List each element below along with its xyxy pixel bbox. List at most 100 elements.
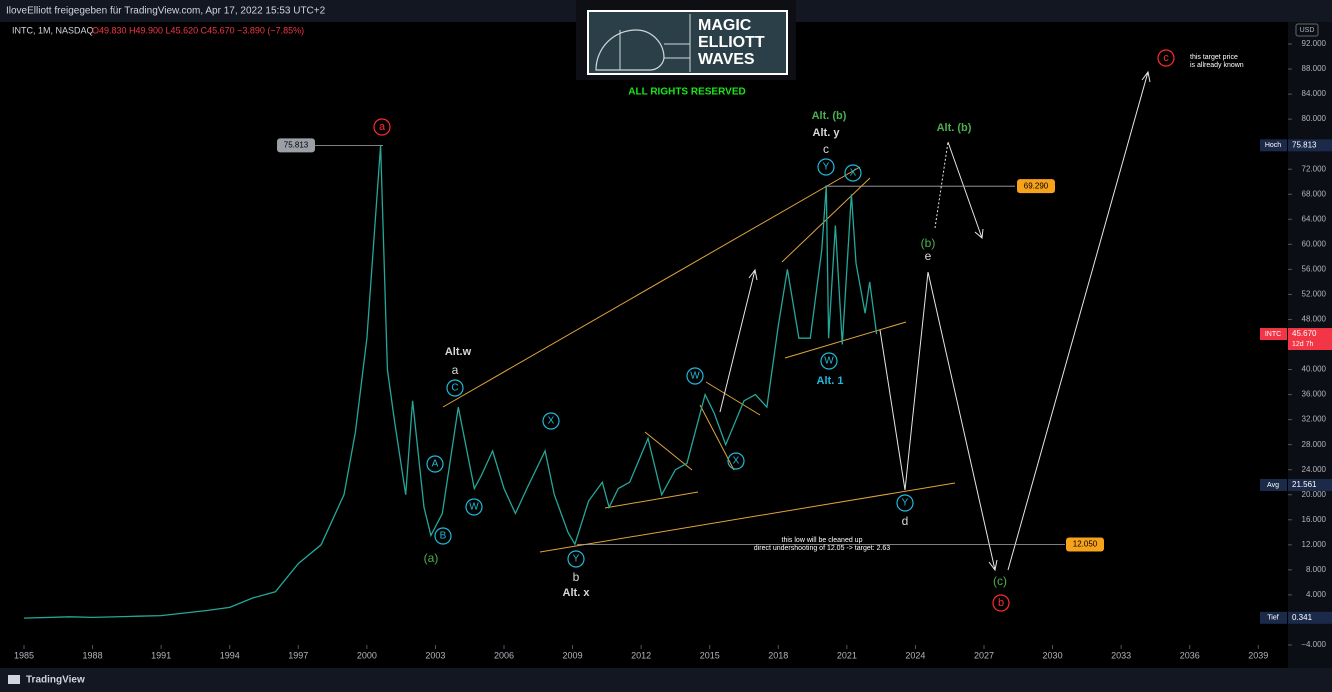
y-tick-label: 68.000 <box>1302 189 1327 198</box>
wave-circle <box>542 412 560 430</box>
wave-label: a <box>379 121 386 133</box>
projection-dotted <box>934 141 949 229</box>
y-tick-label: 8.000 <box>1306 565 1327 574</box>
wave-label: b <box>573 570 580 584</box>
y-tick-label: 24.000 <box>1302 465 1327 474</box>
x-tick-label: 2009 <box>563 650 583 660</box>
projection-path <box>879 271 998 572</box>
y-tick-label: 40.000 <box>1302 365 1327 374</box>
x-tick-label: 2006 <box>494 650 514 660</box>
trend-line <box>604 491 699 509</box>
wave-circle <box>820 352 838 370</box>
currency: USD <box>1300 27 1315 34</box>
wave-label: this target price <box>1190 54 1238 61</box>
wave-label: Alt. x <box>563 587 591 599</box>
wave-label: d <box>902 514 909 528</box>
wave-label: direct undershooting of 12.05 -> target:… <box>754 545 891 552</box>
x-tick-label: 2024 <box>905 650 925 660</box>
projection-lines <box>719 70 1151 572</box>
x-tick-label: 2000 <box>357 650 377 660</box>
badge-name: Avg <box>1267 482 1279 489</box>
x-tick-label: 1997 <box>288 650 308 660</box>
footer-icon <box>8 675 20 684</box>
x-tick-label: 1985 <box>14 650 34 660</box>
logo-spiral <box>595 29 665 71</box>
wave-label: Alt.w <box>445 346 472 358</box>
y-tick-label: 36.000 <box>1302 390 1327 399</box>
wave-circle <box>426 455 444 473</box>
x-tick-label: 2012 <box>631 650 651 660</box>
x-tick-label: 2039 <box>1248 650 1268 660</box>
wave-label: c <box>823 142 829 156</box>
x-tick-label: 2036 <box>1180 650 1200 660</box>
x-tick-label: 2030 <box>1043 650 1063 660</box>
trend-line <box>644 431 693 471</box>
wave-circle <box>373 118 391 136</box>
y-tick-label: 92.000 <box>1302 39 1327 48</box>
wave-label: X <box>733 456 740 467</box>
x-tick-label: 1994 <box>220 650 240 660</box>
bottom-bar <box>0 668 1332 692</box>
ohlc: O49.830 H49.900 L45.620 C45.670 −3.890 (… <box>92 25 304 35</box>
projection-arrow <box>1007 70 1151 571</box>
badge-name-box <box>1260 328 1287 341</box>
wave-label: c <box>1163 52 1169 64</box>
price-level-box <box>1017 179 1055 194</box>
logo-box <box>587 10 788 75</box>
trend-lines <box>442 166 956 553</box>
x-tick-label: 2018 <box>768 650 788 660</box>
trend-line <box>781 177 871 263</box>
badge-name-box <box>1260 478 1287 491</box>
wave-label: this low will be cleaned up <box>782 537 863 544</box>
badge-value-box <box>1288 328 1332 351</box>
wave-label: (a) <box>424 551 439 565</box>
x-tick-label: 2015 <box>700 650 720 660</box>
wave-label: W <box>469 502 479 513</box>
badge-value: 45.670 <box>1292 329 1317 338</box>
badge-name: Tief <box>1267 615 1278 622</box>
wave-label: Alt. (b) <box>812 110 847 122</box>
wave-circle <box>817 158 835 176</box>
wave-label: e <box>925 249 932 263</box>
wave-label: a <box>452 363 459 377</box>
symbol-line: INTC, 1M, NASDAQ <box>12 25 94 35</box>
wave-label: X <box>548 416 555 427</box>
y-tick-label: 88.000 <box>1302 64 1327 73</box>
x-tick-label: 2027 <box>974 650 994 660</box>
price-level-box <box>277 138 315 153</box>
y-tick-label: 60.000 <box>1302 239 1327 248</box>
badge-value-box <box>1288 139 1332 152</box>
wave-label: Alt. y <box>813 127 841 139</box>
y-tick-label: 72.000 <box>1302 164 1327 173</box>
wave-label: W <box>690 371 700 382</box>
wave-circle <box>844 164 862 182</box>
badge-name-box <box>1260 139 1287 152</box>
wave-label: (b) <box>921 236 936 250</box>
badge-value: 0.341 <box>1292 613 1313 622</box>
x-tick-label: 1991 <box>151 650 171 660</box>
x-tick-label: 2003 <box>425 650 445 660</box>
logo-word: WAVES <box>698 51 755 68</box>
y-tick-label: 32.000 <box>1302 415 1327 424</box>
trend-line <box>442 166 861 408</box>
trend-line <box>705 381 761 416</box>
y-tick-label: 80.000 <box>1302 114 1327 123</box>
y-tick-label: 12.000 <box>1302 540 1327 549</box>
y-tick-label: 4.000 <box>1306 590 1327 599</box>
wave-label: is allready known <box>1190 62 1244 69</box>
badge-value: 21.561 <box>1292 480 1317 489</box>
price-level-box <box>1066 537 1104 552</box>
wave-label: Y <box>823 162 830 173</box>
x-tick-label: 1988 <box>83 650 103 660</box>
y-tick-label: 64.000 <box>1302 214 1327 223</box>
dynamic-layer: −4.0000.0004.0008.00012.00016.00020.0002… <box>14 23 1332 660</box>
x-tick-label: 2033 <box>1111 650 1131 660</box>
wave-circle <box>434 527 452 545</box>
logo-word: MAGIC <box>698 17 752 34</box>
price-level-label: 75.813 <box>284 140 309 149</box>
badge-note: 12d 7h <box>1292 341 1314 348</box>
